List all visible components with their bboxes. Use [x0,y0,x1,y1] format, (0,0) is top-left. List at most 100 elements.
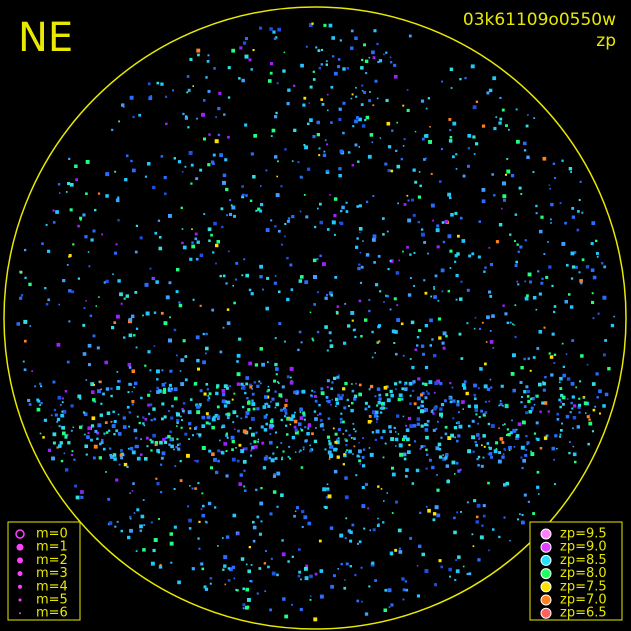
star [197,367,200,371]
star [265,422,269,426]
star [358,204,362,208]
star [178,442,181,446]
star [223,404,228,408]
star [377,325,381,329]
star [556,447,558,450]
star [205,383,209,386]
star [256,515,260,519]
star [398,259,400,262]
star [363,43,366,47]
star [309,444,311,447]
star [405,428,410,432]
star [357,160,360,163]
star [168,214,172,218]
star [460,357,464,360]
star [585,265,590,269]
star [176,425,178,427]
star [61,401,64,404]
star [221,392,226,397]
star [595,239,598,243]
star [569,411,572,414]
star [477,464,480,467]
star [196,404,201,409]
star [602,353,606,357]
star [434,381,439,385]
star [275,193,280,197]
star [224,158,228,162]
star [228,567,233,572]
star [345,201,348,204]
star [89,314,93,317]
star [196,358,200,363]
star [156,482,160,486]
star [164,192,167,196]
star [140,514,145,519]
star [300,275,304,279]
star [559,202,562,205]
star [238,482,243,486]
star [587,442,590,446]
star [115,243,118,246]
star [329,526,334,530]
star [329,344,334,348]
star [206,398,210,402]
star [326,228,330,231]
star [400,158,403,161]
star [583,401,588,406]
star [312,70,315,73]
star [368,56,371,59]
star [262,288,264,291]
star [543,326,546,329]
star [92,334,96,338]
star [505,481,510,486]
star [477,255,481,259]
star [191,241,194,244]
star [126,465,129,468]
star [387,145,392,149]
star [280,185,283,188]
star [158,389,162,393]
star [531,409,534,412]
star [243,258,246,261]
star [231,398,234,401]
star [396,414,400,418]
star [493,126,497,131]
star [314,417,318,421]
star [161,402,165,406]
star [578,403,581,407]
star [207,89,211,93]
star [241,274,244,277]
star [281,385,285,389]
star [123,106,125,108]
star [294,430,299,435]
zp-label: zp=8.5 [560,553,607,568]
star [272,490,277,494]
star [217,459,220,463]
star [377,401,381,405]
star [20,294,24,297]
star [88,265,91,268]
star [577,210,580,213]
star [143,524,146,526]
star [595,372,599,376]
star [222,326,225,329]
star [401,577,405,581]
star [150,561,155,566]
star [514,213,518,216]
star [336,455,340,459]
star [488,88,493,93]
star [181,228,184,230]
star [34,385,37,388]
star [256,592,259,595]
star [452,155,455,159]
star [414,130,417,133]
star [588,421,593,426]
star [58,425,61,428]
star [323,150,326,153]
star [416,336,420,339]
star [222,173,227,178]
star [384,162,388,166]
star [571,207,575,210]
star [286,219,290,223]
star [90,438,93,442]
